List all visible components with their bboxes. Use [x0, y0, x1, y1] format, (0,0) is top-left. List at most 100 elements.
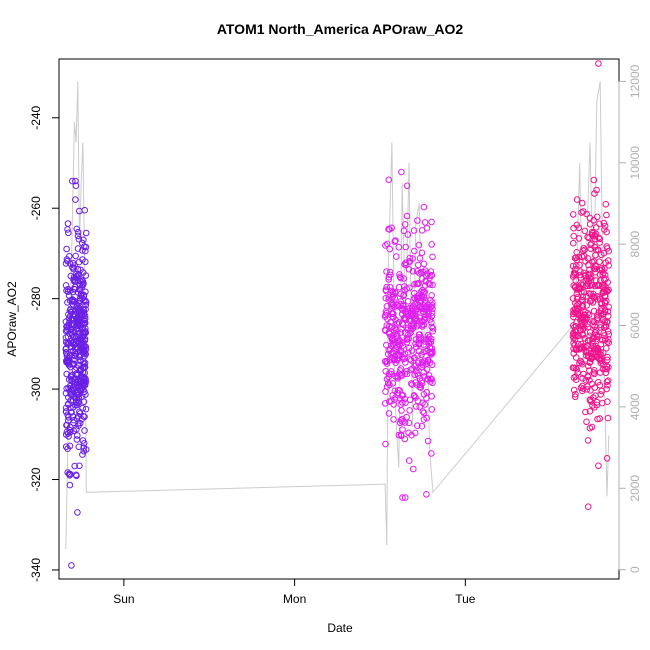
- data-point: [581, 227, 589, 235]
- data-point: [62, 408, 70, 415]
- data-point: [405, 265, 413, 273]
- data-point: [413, 280, 420, 288]
- data-point: [604, 414, 612, 422]
- data-point: [76, 408, 83, 416]
- data-point: [570, 232, 578, 240]
- data-point: [403, 212, 411, 220]
- data-point: [75, 443, 83, 451]
- data-point: [396, 387, 404, 394]
- data-point: [407, 322, 415, 330]
- data-point: [593, 401, 601, 409]
- right-tick-label: 4000: [628, 393, 642, 420]
- data-point: [384, 240, 391, 248]
- data-point: [420, 260, 428, 268]
- data-point: [385, 176, 393, 184]
- data-point: [585, 311, 593, 319]
- data-point: [413, 343, 420, 351]
- data-point: [423, 303, 430, 310]
- data-point: [601, 300, 609, 307]
- data-point: [597, 310, 605, 317]
- data-point: [588, 240, 595, 247]
- data-point: [81, 206, 88, 214]
- data-point: [423, 394, 430, 402]
- data-point: [396, 367, 404, 374]
- data-point: [591, 370, 598, 378]
- data-point: [427, 296, 434, 304]
- data-point: [427, 375, 434, 383]
- data-point: [591, 231, 599, 239]
- data-point: [80, 444, 87, 452]
- data-point: [63, 357, 71, 364]
- data-point: [572, 299, 579, 307]
- data-point: [69, 384, 77, 392]
- data-point: [75, 235, 83, 243]
- data-point: [71, 352, 79, 360]
- secondary-series-line: [65, 81, 610, 550]
- data-point: [65, 311, 72, 318]
- data-point: [382, 388, 389, 395]
- data-point: [593, 398, 601, 406]
- data-point: [596, 220, 603, 228]
- data-point: [63, 421, 70, 429]
- data-point: [397, 329, 405, 336]
- data-point: [74, 328, 82, 335]
- data-point: [578, 313, 585, 321]
- points-layer: [62, 60, 613, 569]
- data-point: [396, 347, 403, 355]
- data-point: [593, 312, 601, 319]
- data-point: [423, 491, 430, 498]
- x-tick-label: Sun: [113, 592, 134, 606]
- data-point: [391, 387, 399, 395]
- data-point: [385, 225, 392, 233]
- data-point: [593, 335, 600, 343]
- data-point: [67, 343, 74, 351]
- data-point: [391, 328, 398, 335]
- data-point: [576, 261, 583, 269]
- data-point: [588, 231, 596, 239]
- data-point: [407, 329, 414, 337]
- data-point: [81, 352, 88, 360]
- data-point: [582, 272, 589, 280]
- data-point: [428, 241, 436, 248]
- data-point: [596, 239, 603, 246]
- data-point: [578, 209, 585, 216]
- data-point: [429, 281, 436, 289]
- data-point: [420, 293, 428, 301]
- data-point: [80, 319, 88, 327]
- data-point: [583, 302, 591, 309]
- chart-title: ATOM1 North_America APOraw_AO2: [217, 21, 464, 37]
- data-point: [590, 307, 598, 315]
- data-point: [575, 305, 583, 313]
- y-tick-label: -260: [29, 196, 43, 220]
- data-point: [590, 317, 597, 325]
- data-point: [75, 420, 82, 427]
- data-point: [383, 283, 391, 291]
- data-point: [419, 323, 426, 330]
- data-point: [398, 168, 405, 176]
- data-point: [395, 283, 403, 291]
- data-point: [387, 350, 395, 357]
- data-point: [406, 396, 414, 404]
- data-point: [62, 349, 70, 356]
- data-point: [604, 354, 611, 361]
- data-point: [420, 369, 428, 376]
- data-point: [423, 347, 430, 355]
- data-point: [82, 301, 90, 309]
- data-point: [409, 255, 416, 262]
- data-point: [572, 323, 580, 330]
- data-point: [391, 355, 399, 363]
- data-point: [420, 416, 428, 423]
- data-point: [395, 351, 403, 359]
- data-point: [604, 328, 612, 335]
- data-point: [383, 341, 390, 349]
- data-point: [589, 402, 596, 409]
- data-point: [584, 342, 591, 349]
- data-point: [399, 494, 406, 501]
- data-point: [598, 282, 606, 290]
- data-point: [415, 340, 422, 347]
- data-point: [403, 285, 411, 293]
- data-point: [601, 222, 609, 230]
- data-point: [71, 283, 79, 291]
- data-point: [417, 268, 425, 276]
- data-point: [425, 313, 432, 320]
